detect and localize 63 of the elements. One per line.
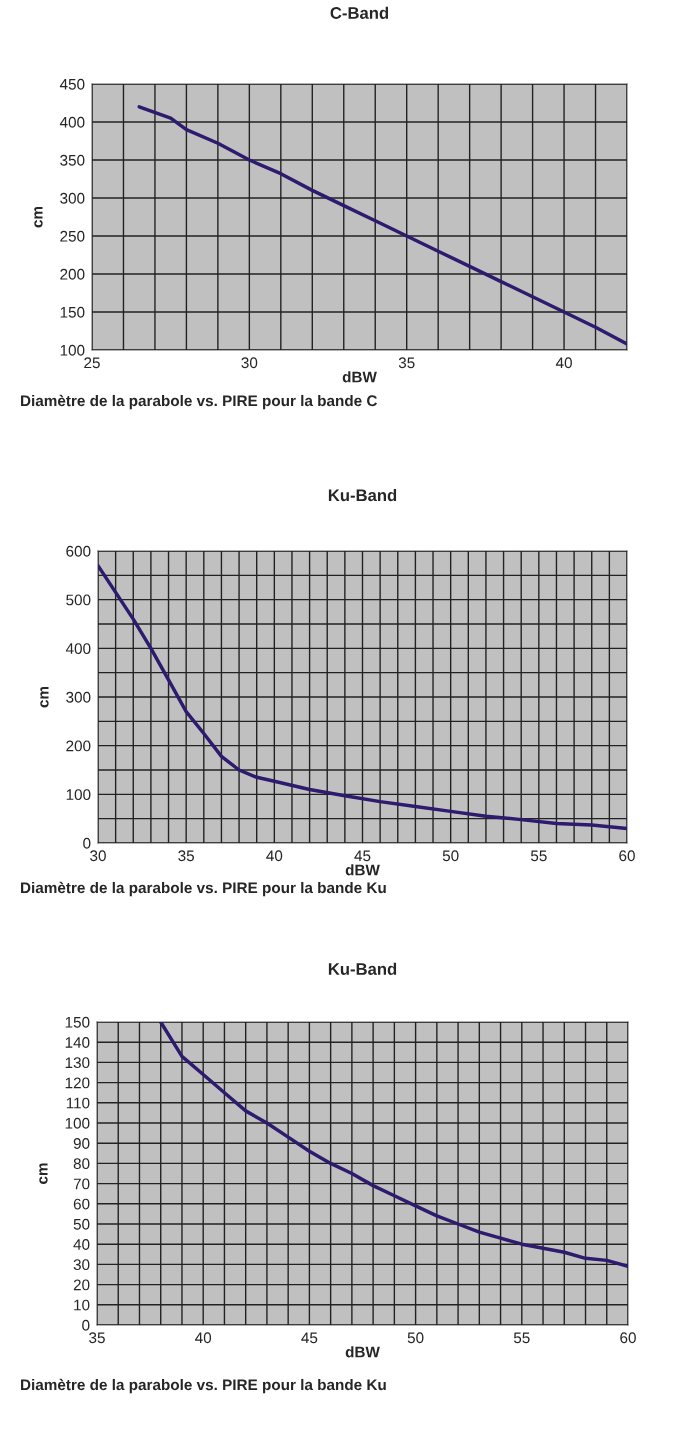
y-tick-label: 80 — [73, 1158, 90, 1170]
x-tick-label: 45 — [354, 850, 371, 862]
y-tick-label: 250 — [60, 230, 85, 242]
y-tick-label: 0 — [82, 1319, 90, 1331]
y-axis-title: cm — [34, 206, 43, 228]
y-tick-label: 0 — [83, 837, 91, 849]
x-tick-label: 35 — [89, 1332, 105, 1344]
text: Diamètre de la parabole vs. PIRE pour la bande Ku — [21, 1378, 386, 1394]
y-axis-title: cm — [40, 686, 49, 708]
x-tick-label: 55 — [513, 1332, 530, 1344]
text: Diamètre de la parabole vs. PIRE pour la bande Ku — [21, 881, 386, 897]
y-tick-label: 100 — [65, 1117, 90, 1129]
x-axis-title: dBW — [345, 864, 380, 876]
y-tick-label: 200 — [60, 268, 85, 280]
line-series — [98, 563, 627, 831]
x-tick-label: 50 — [442, 850, 459, 862]
y-tick-label: 110 — [66, 1097, 90, 1109]
x-tick-label: 25 — [84, 357, 100, 369]
x-tick-label: 40 — [266, 850, 283, 862]
x-tick-label: 60 — [620, 1332, 636, 1344]
y-tick-label: 70 — [73, 1178, 90, 1190]
x-tick-label: 40 — [195, 1332, 212, 1344]
x-tick-label: 60 — [619, 850, 635, 862]
line-series — [137, 105, 627, 346]
y-tick-label: 300 — [66, 691, 91, 703]
y-tick-label: 30 — [73, 1259, 90, 1271]
y-tick-label: 60 — [73, 1198, 90, 1210]
x-tick-label: 35 — [398, 357, 415, 369]
x-tick-label: 30 — [90, 850, 106, 862]
y-tick-label: 90 — [73, 1138, 90, 1149]
y-tick-label: 100 — [66, 789, 91, 801]
y-tick-label: 50 — [73, 1218, 90, 1230]
y-tick-label: 300 — [60, 192, 85, 204]
y-tick-label: 450 — [59, 78, 85, 90]
x-tick-label: 30 — [241, 357, 258, 369]
y-axis-title: cm — [39, 1163, 48, 1184]
y-tick-label: 400 — [59, 116, 85, 128]
text: Diamètre de la parabole vs. PIRE pour la bande C — [21, 394, 378, 410]
y-tick-label: 120 — [65, 1077, 90, 1089]
y-tick-label: 130 — [65, 1057, 90, 1069]
chart-title: C-Band — [330, 6, 389, 19]
y-tick-label: 350 — [60, 154, 85, 166]
y-tick-label: 150 — [65, 1016, 90, 1028]
x-axis-title: dBW — [345, 1346, 380, 1358]
y-tick-label: 150 — [60, 306, 85, 318]
y-tick-label: 40 — [73, 1239, 90, 1250]
x-tick-label: 40 — [555, 357, 572, 369]
x-tick-label: 45 — [301, 1332, 318, 1344]
x-tick-label: 50 — [407, 1332, 424, 1344]
y-tick-label: 10 — [74, 1299, 90, 1311]
line-series — [158, 1022, 628, 1269]
y-tick-label: 140 — [65, 1037, 90, 1048]
x-tick-label: 55 — [530, 850, 547, 862]
chart-title: Ku-Band — [328, 962, 397, 975]
x-tick-label: 35 — [178, 850, 195, 862]
y-tick-label: 200 — [66, 740, 91, 752]
y-tick-label: 20 — [73, 1279, 90, 1291]
y-tick-label: 500 — [66, 594, 91, 606]
y-tick-label: 100 — [60, 344, 85, 356]
y-tick-label: 600 — [66, 545, 91, 557]
x-axis-title: dBW — [342, 371, 377, 383]
y-tick-label: 400 — [65, 643, 91, 655]
chart-title: Ku-Band — [328, 488, 397, 502]
